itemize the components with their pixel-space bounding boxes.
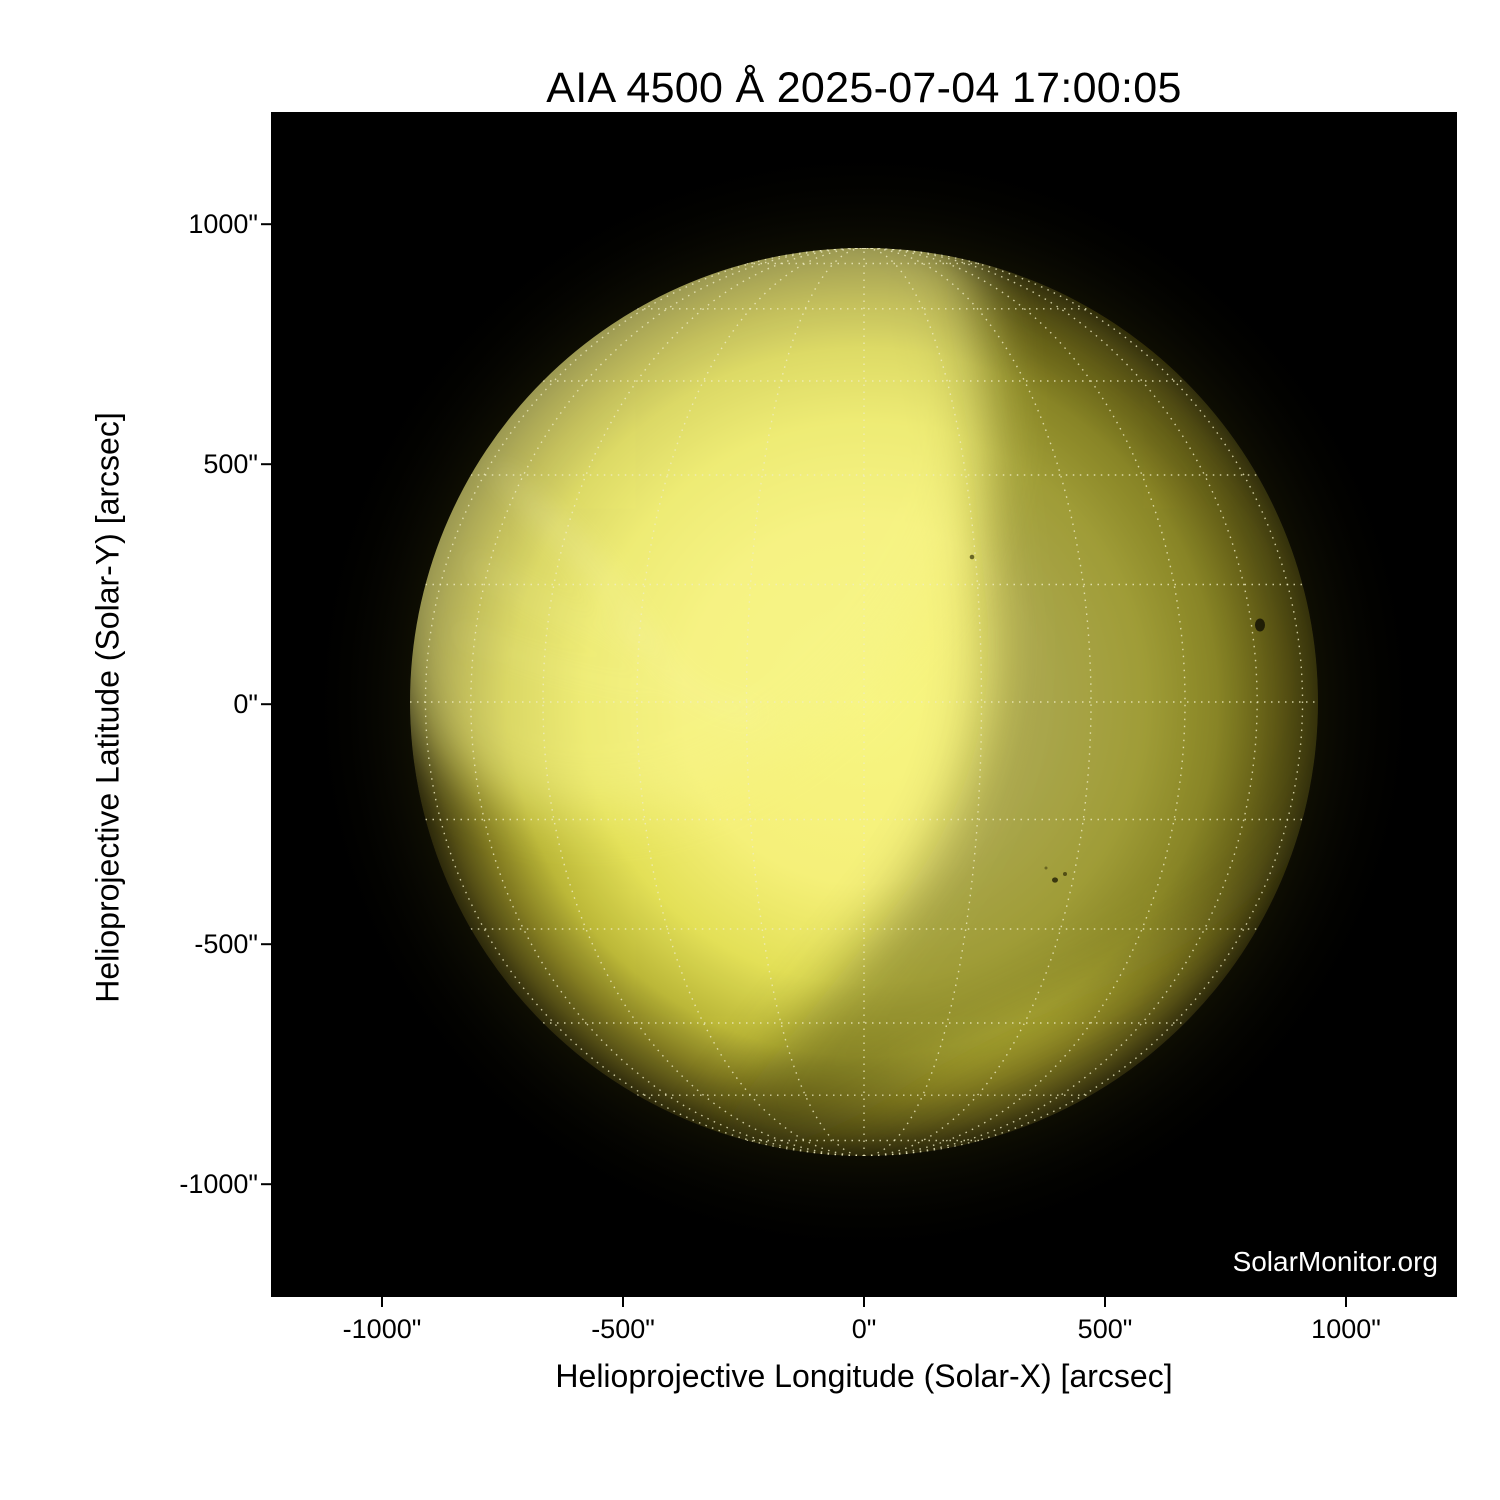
svg-text:500": 500"	[1078, 1314, 1133, 1344]
svg-text:500": 500"	[203, 449, 258, 479]
svg-text:1000": 1000"	[1311, 1314, 1381, 1344]
svg-text:-1000": -1000"	[343, 1314, 422, 1344]
svg-text:0": 0"	[233, 689, 258, 719]
svg-text:-500": -500"	[591, 1314, 655, 1344]
svg-text:-500": -500"	[194, 929, 258, 959]
svg-text:0": 0"	[852, 1314, 877, 1344]
svg-text:-1000": -1000"	[179, 1169, 258, 1199]
svg-text:1000": 1000"	[188, 209, 258, 239]
svg-text:SolarMonitor.org: SolarMonitor.org	[1233, 1246, 1438, 1277]
